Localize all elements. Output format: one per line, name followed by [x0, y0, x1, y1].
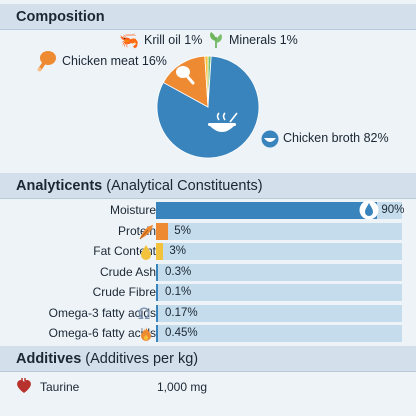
leaf-icon: [210, 32, 222, 48]
bowl-legend-icon: [261, 130, 279, 148]
bar-label-moisture: Moisture: [109, 203, 156, 217]
bar-label-crude-ash: Crude Ash: [99, 264, 156, 279]
pie-label-krill-oil: Krill oil 1%: [144, 33, 203, 47]
shrimp-icon: 🦐: [119, 33, 139, 50]
flame-icon: [138, 326, 154, 342]
pie-label-chicken-broth: Chicken broth 82%: [283, 131, 389, 145]
pie-slice-krill-oil: [204, 55, 209, 108]
bar-protein: [156, 222, 169, 240]
bar-value-omega-3-fatty-acids: 0.17%: [165, 306, 198, 319]
bar-track-crude-fibre: [156, 284, 402, 301]
bar-value-fat-content: 3%: [169, 245, 186, 257]
drumstick-inside-icon: [176, 66, 195, 85]
bar-value-crude-fibre: 0.1%: [165, 286, 192, 298]
bar-track-omega-3-fatty-acids: [156, 304, 402, 322]
bar-label-omega-3-fatty-acids: Omega-3 fatty acids: [48, 305, 156, 320]
bar-moisture: [156, 202, 378, 219]
pie-label-minerals: Minerals 1%: [229, 33, 298, 47]
pie-slice-chicken-meat: [162, 55, 209, 108]
bar-omega-6-fatty-acids: [156, 325, 158, 342]
bar-value-protein: 5%: [174, 224, 191, 237]
bar-track-fat-content: [156, 243, 402, 260]
bar-value-moisture: 90%: [381, 204, 405, 216]
bar-value-crude-ash: 0.3%: [165, 265, 192, 278]
bar-crude-ash: [156, 263, 158, 281]
pie-label-chicken-meat: Chicken meat 16%: [62, 54, 167, 68]
bar-label-crude-fibre: Crude Fibre: [92, 285, 156, 299]
additives-title: Additives: [16, 351, 82, 367]
omega-icon: Ω: [138, 303, 151, 323]
additives-subtitle: (Additives per kg): [85, 351, 199, 367]
feather-icon: [138, 224, 154, 240]
drumstick-icon: [37, 51, 56, 72]
additives-header: Additives (Additives per kg): [0, 346, 416, 372]
bar-crude-fibre: [156, 284, 158, 301]
analyticents-subtitle: (Analytical Constituents): [106, 178, 263, 194]
water-drop-icon: [359, 200, 379, 225]
bar-label-omega-6-fatty-acids: Omega-6 fatty acids: [48, 326, 156, 340]
bar-track-crude-ash: [156, 263, 402, 281]
additive-name: Taurine: [40, 380, 80, 394]
bar-fat-content: [156, 243, 164, 260]
additive-value: 1,000 mg: [157, 380, 208, 394]
bar-omega-3-fatty-acids: [156, 304, 158, 322]
bar-label-fat-content: Fat Content: [93, 244, 156, 258]
analyticents-header: Analyticents (Analytical Constituents): [0, 173, 416, 199]
heart-icon: [17, 378, 31, 393]
composition-title: Composition: [16, 9, 105, 25]
oil-drop-icon: [138, 244, 154, 260]
bar-track-omega-6-fatty-acids: [156, 325, 402, 342]
composition-pie-chart: [156, 55, 260, 159]
bar-track-protein: [156, 222, 402, 240]
analyticents-title: Analyticents: [16, 178, 103, 194]
bar-value-omega-6-fatty-acids: 0.45%: [165, 327, 198, 339]
composition-header: Composition: [0, 4, 416, 30]
bar-track-moisture: [156, 202, 402, 219]
bowl-icon: [208, 112, 238, 132]
